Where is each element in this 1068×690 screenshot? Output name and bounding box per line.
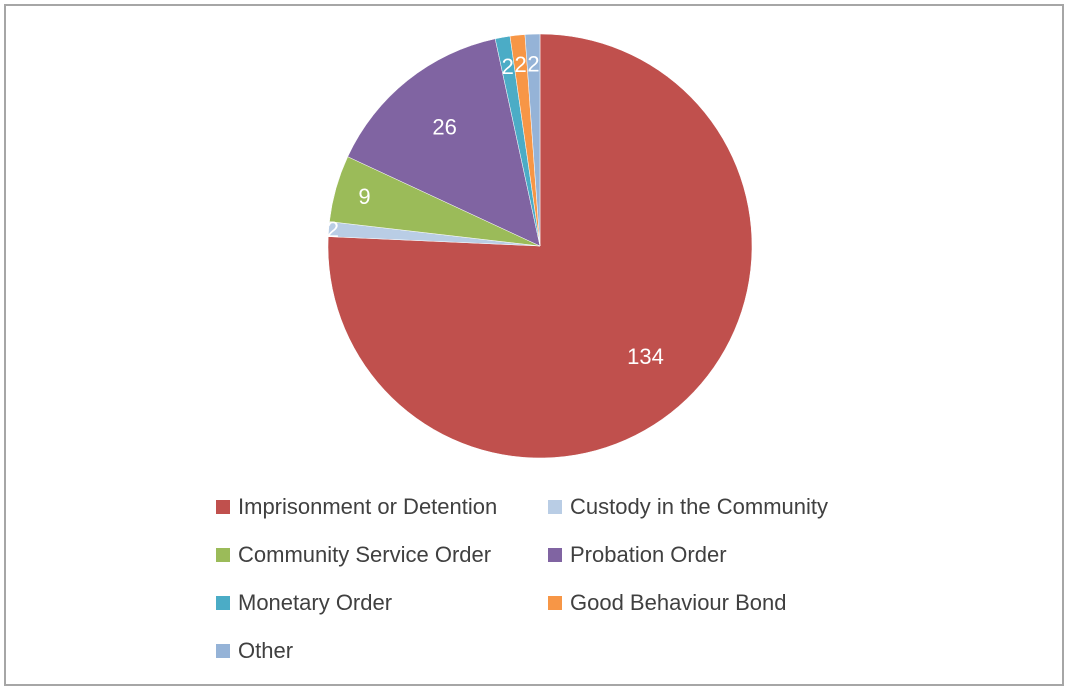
- legend-swatch-probation: [548, 548, 562, 562]
- legend-item-other: Other: [216, 636, 293, 666]
- legend-label-community-service: Community Service Order: [238, 542, 492, 567]
- pie-slice-probation-order: [347, 38, 541, 247]
- legend-label-imprisonment: Imprisonment or Detention: [238, 494, 498, 519]
- data-label-good-behaviour-bond: 2: [514, 52, 526, 77]
- legend-label-monetary: Monetary Order: [238, 590, 393, 615]
- data-label-probation-order: 26: [432, 114, 456, 139]
- legend-item-good-behaviour: Good Behaviour Bond: [548, 588, 787, 618]
- legend-swatch-other: [216, 644, 230, 658]
- legend-item-probation: Probation Order: [548, 540, 727, 570]
- data-label-custody-in-the-community: 2: [327, 217, 339, 242]
- legend-item-custody: Custody in the Community: [548, 492, 828, 522]
- legend-swatch-custody: [548, 500, 562, 514]
- legend-item-imprisonment: Imprisonment or Detention: [216, 492, 497, 522]
- data-label-imprisonment-or-detention: 134: [627, 344, 664, 369]
- legend-label-other: Other: [238, 638, 294, 663]
- legend-swatch-good-behaviour: [548, 596, 562, 610]
- pie-slice-imprisonment-or-detention: [327, 33, 753, 459]
- data-label-monetary-order: 2: [502, 54, 514, 79]
- legend-label-good-behaviour: Good Behaviour Bond: [570, 590, 787, 615]
- legend-swatch-imprisonment: [216, 500, 230, 514]
- legend-swatch-monetary: [216, 596, 230, 610]
- legend-item-community-service: Community Service Order: [216, 540, 491, 570]
- data-label-community-service-order: 9: [358, 184, 370, 209]
- legend-label-probation: Probation Order: [570, 542, 727, 567]
- legend-label-custody: Custody in the Community: [570, 494, 828, 519]
- legend-swatch-community-service: [216, 548, 230, 562]
- data-label-other: 2: [527, 51, 539, 76]
- legend-item-monetary: Monetary Order: [216, 588, 392, 618]
- pie-slice-other: [524, 33, 541, 247]
